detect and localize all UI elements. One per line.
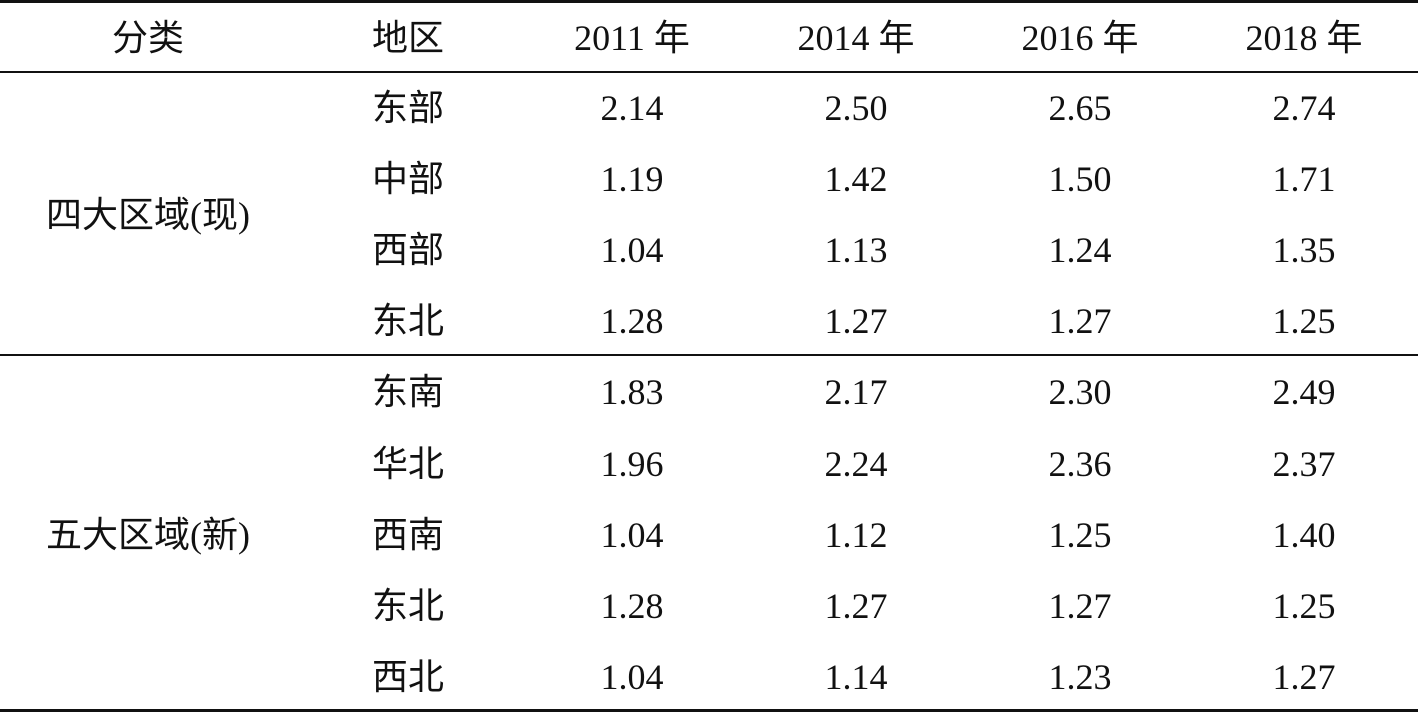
value-cell: 1.27 <box>1048 301 1112 342</box>
value-cell: 2.37 <box>1272 443 1336 484</box>
value-cell: 1.27 <box>1272 656 1336 697</box>
value-cell: 1.27 <box>824 301 888 342</box>
value-cell: 1.12 <box>824 514 888 555</box>
value-cell: 1.23 <box>1048 656 1112 697</box>
value-cell: 2.36 <box>1048 443 1112 484</box>
value-cell: 2.17 <box>824 372 888 413</box>
header-cell: 2016 年 <box>1021 18 1139 58</box>
value-cell: 1.35 <box>1272 230 1336 271</box>
value-cell: 1.83 <box>600 372 664 413</box>
top-rule <box>0 0 1418 3</box>
value-cell: 2.74 <box>1272 88 1336 128</box>
group-label: 五大区域(新) <box>46 514 250 555</box>
header-cell: 2018 年 <box>1245 18 1363 58</box>
header-cell: 2014 年 <box>797 18 915 58</box>
value-cell: 1.14 <box>824 656 888 697</box>
group-label: 四大区域(现) <box>46 194 250 235</box>
value-cell: 1.71 <box>1272 159 1336 200</box>
region-cell: 西部 <box>371 230 445 271</box>
value-cell: 1.50 <box>1048 159 1112 200</box>
region-cell: 东北 <box>371 585 445 626</box>
value-cell: 1.27 <box>1048 585 1112 626</box>
region-cell: 东部 <box>371 88 445 128</box>
region-cell: 中部 <box>371 159 445 200</box>
region-cell: 东南 <box>371 372 445 413</box>
bottom-rule <box>0 709 1418 712</box>
value-cell: 1.42 <box>824 159 888 200</box>
value-cell: 1.28 <box>600 585 664 626</box>
value-cell: 1.25 <box>1272 301 1336 342</box>
value-cell: 2.50 <box>824 88 888 128</box>
value-cell: 1.19 <box>600 159 664 200</box>
value-cell: 2.65 <box>1048 88 1112 128</box>
region-cell: 东北 <box>371 301 445 342</box>
region-cell: 西北 <box>371 656 445 697</box>
region-cell: 西南 <box>371 514 445 555</box>
value-cell: 1.24 <box>1048 230 1112 271</box>
region-cell: 华北 <box>371 443 445 484</box>
value-cell: 1.25 <box>1048 514 1112 555</box>
value-cell: 2.24 <box>824 443 888 484</box>
value-cell: 2.49 <box>1272 372 1336 413</box>
value-cell: 1.13 <box>824 230 888 271</box>
group-rule <box>0 354 1418 356</box>
header-cell: 2011 年 <box>574 18 690 58</box>
value-cell: 1.27 <box>824 585 888 626</box>
value-cell: 1.04 <box>600 514 664 555</box>
header-cell: 地区 <box>371 18 445 58</box>
value-cell: 1.04 <box>600 230 664 271</box>
value-cell: 2.14 <box>600 88 664 128</box>
value-cell: 1.40 <box>1272 514 1336 555</box>
header-rule <box>0 71 1418 73</box>
header-cell: 分类 <box>111 18 185 58</box>
value-cell: 1.28 <box>600 301 664 342</box>
value-cell: 1.04 <box>600 656 664 697</box>
value-cell: 2.30 <box>1048 372 1112 413</box>
value-cell: 1.96 <box>600 443 664 484</box>
value-cell: 1.25 <box>1272 585 1336 626</box>
